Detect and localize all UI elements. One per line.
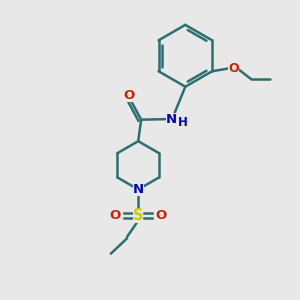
Text: O: O [228,62,238,75]
Text: N: N [166,112,177,126]
Text: S: S [133,208,143,223]
Text: O: O [124,89,135,102]
Text: H: H [178,116,188,129]
Text: O: O [156,209,167,222]
Text: N: N [133,183,144,196]
Text: O: O [110,209,121,222]
